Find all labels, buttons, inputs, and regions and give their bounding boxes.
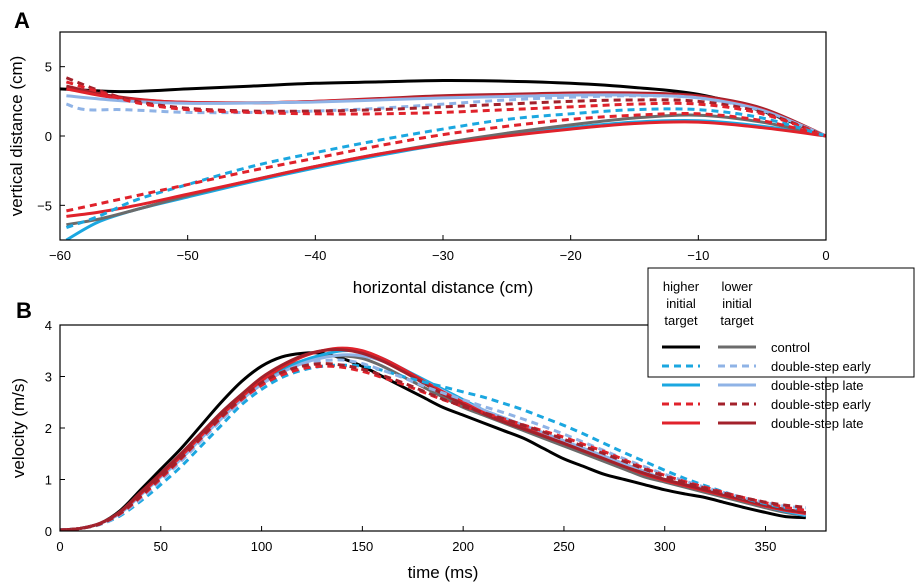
chart-a-series-10-line xyxy=(66,120,826,218)
chart-a-ytick-label: −5 xyxy=(37,198,52,213)
chart-b-xtick-label: 150 xyxy=(352,539,374,554)
chart-b-xtick-label: 250 xyxy=(553,539,575,554)
legend-row: double-step early xyxy=(662,359,871,374)
legend-row-label: double-step early xyxy=(771,397,871,412)
chart-b-xtick-label: 50 xyxy=(154,539,168,554)
chart-b-xtick-label: 100 xyxy=(251,539,273,554)
legend-col-lower-2: initial xyxy=(722,296,752,311)
legend-row-label: double-step late xyxy=(771,378,864,393)
chart-b-ytick-label: 3 xyxy=(45,370,52,385)
chart-b-ytick-label: 2 xyxy=(45,421,52,436)
chart-a-series xyxy=(60,76,826,240)
chart-a-ticks: −60 −50 −40 −30 −20 −10 0−505 xyxy=(37,60,829,263)
legend-col-higher-3: target xyxy=(664,313,698,328)
chart-a-xtick-label: −10 xyxy=(687,248,709,263)
chart-a-xtick-label: −30 xyxy=(432,248,454,263)
chart-a: −60 −50 −40 −30 −20 −10 0−505 horizontal dista… xyxy=(7,31,830,297)
chart-b-series xyxy=(60,346,807,531)
chart-b-ytick-label: 4 xyxy=(45,318,52,333)
legend-row: double-step late xyxy=(662,378,864,393)
chart-a-xtick-label: 0 xyxy=(822,248,829,263)
legend-row: control xyxy=(662,340,810,355)
legend-col-higher-1: higher xyxy=(663,279,700,294)
legend: higher initial target lower initial targ… xyxy=(647,267,915,431)
chart-a-ytick-label: 0 xyxy=(45,129,52,144)
legend-row: double-step early xyxy=(662,397,871,412)
chart-a-series-12-line xyxy=(66,112,826,213)
chart-b-series-7-line xyxy=(60,363,806,531)
legend-row-label: double-step early xyxy=(771,359,871,374)
chart-a-ytick-label: 5 xyxy=(45,60,52,75)
chart-b-xtick-label: 0 xyxy=(56,539,63,554)
legend-row-label: control xyxy=(771,340,810,355)
legend-row: double-step late xyxy=(662,416,864,431)
chart-b-series-10-line xyxy=(60,362,806,531)
chart-b-series-4-line xyxy=(60,353,807,531)
chart-a-xtick-label: −20 xyxy=(560,248,582,263)
chart-a-ylabel: vertical distance (cm) xyxy=(7,56,26,217)
chart-b-xtick-label: 200 xyxy=(452,539,474,554)
panel-b-label: B xyxy=(16,298,32,323)
chart-a-series-8-line xyxy=(65,119,826,240)
legend-row-label: double-step late xyxy=(771,416,864,431)
legend-col-lower-3: target xyxy=(720,313,754,328)
panel-a-label: A xyxy=(14,8,30,33)
chart-b: 0 50 100 150 200 250 300 350 0 1 2 3 4 time (ms) vel… xyxy=(9,318,827,582)
chart-a-series-11-line xyxy=(65,107,826,229)
chart-a-series-9-line xyxy=(66,113,826,227)
legend-box xyxy=(647,267,915,378)
chart-b-xtick-label: 350 xyxy=(755,539,777,554)
chart-a-xtick-label: −50 xyxy=(177,248,199,263)
chart-b-ytick-label: 0 xyxy=(45,524,52,539)
chart-b-series-2-line xyxy=(60,354,807,531)
chart-b-xlabel: time (ms) xyxy=(408,563,479,582)
chart-a-series-6-line xyxy=(65,76,826,138)
legend-col-higher-2: initial xyxy=(666,296,696,311)
chart-a-series-4-line xyxy=(66,93,826,138)
chart-a-xtick-label: −40 xyxy=(304,248,326,263)
chart-b-ticks: 0 50 100 150 200 250 300 350 0 1 2 3 4 xyxy=(45,318,777,554)
chart-b-ylabel: velocity (m/s) xyxy=(9,378,28,478)
chart-a-xtick-label: −60 xyxy=(49,248,71,263)
legend-col-lower-1: lower xyxy=(721,279,753,294)
chart-b-series-1-line xyxy=(60,351,806,531)
chart-b-ytick-label: 1 xyxy=(45,473,52,488)
chart-b-xtick-label: 300 xyxy=(654,539,676,554)
chart-a-xlabel: horizontal distance (cm) xyxy=(353,278,533,297)
chart-a-series-5-line xyxy=(65,94,826,138)
legend-rows: control double-step early double-step late… xyxy=(662,340,871,431)
